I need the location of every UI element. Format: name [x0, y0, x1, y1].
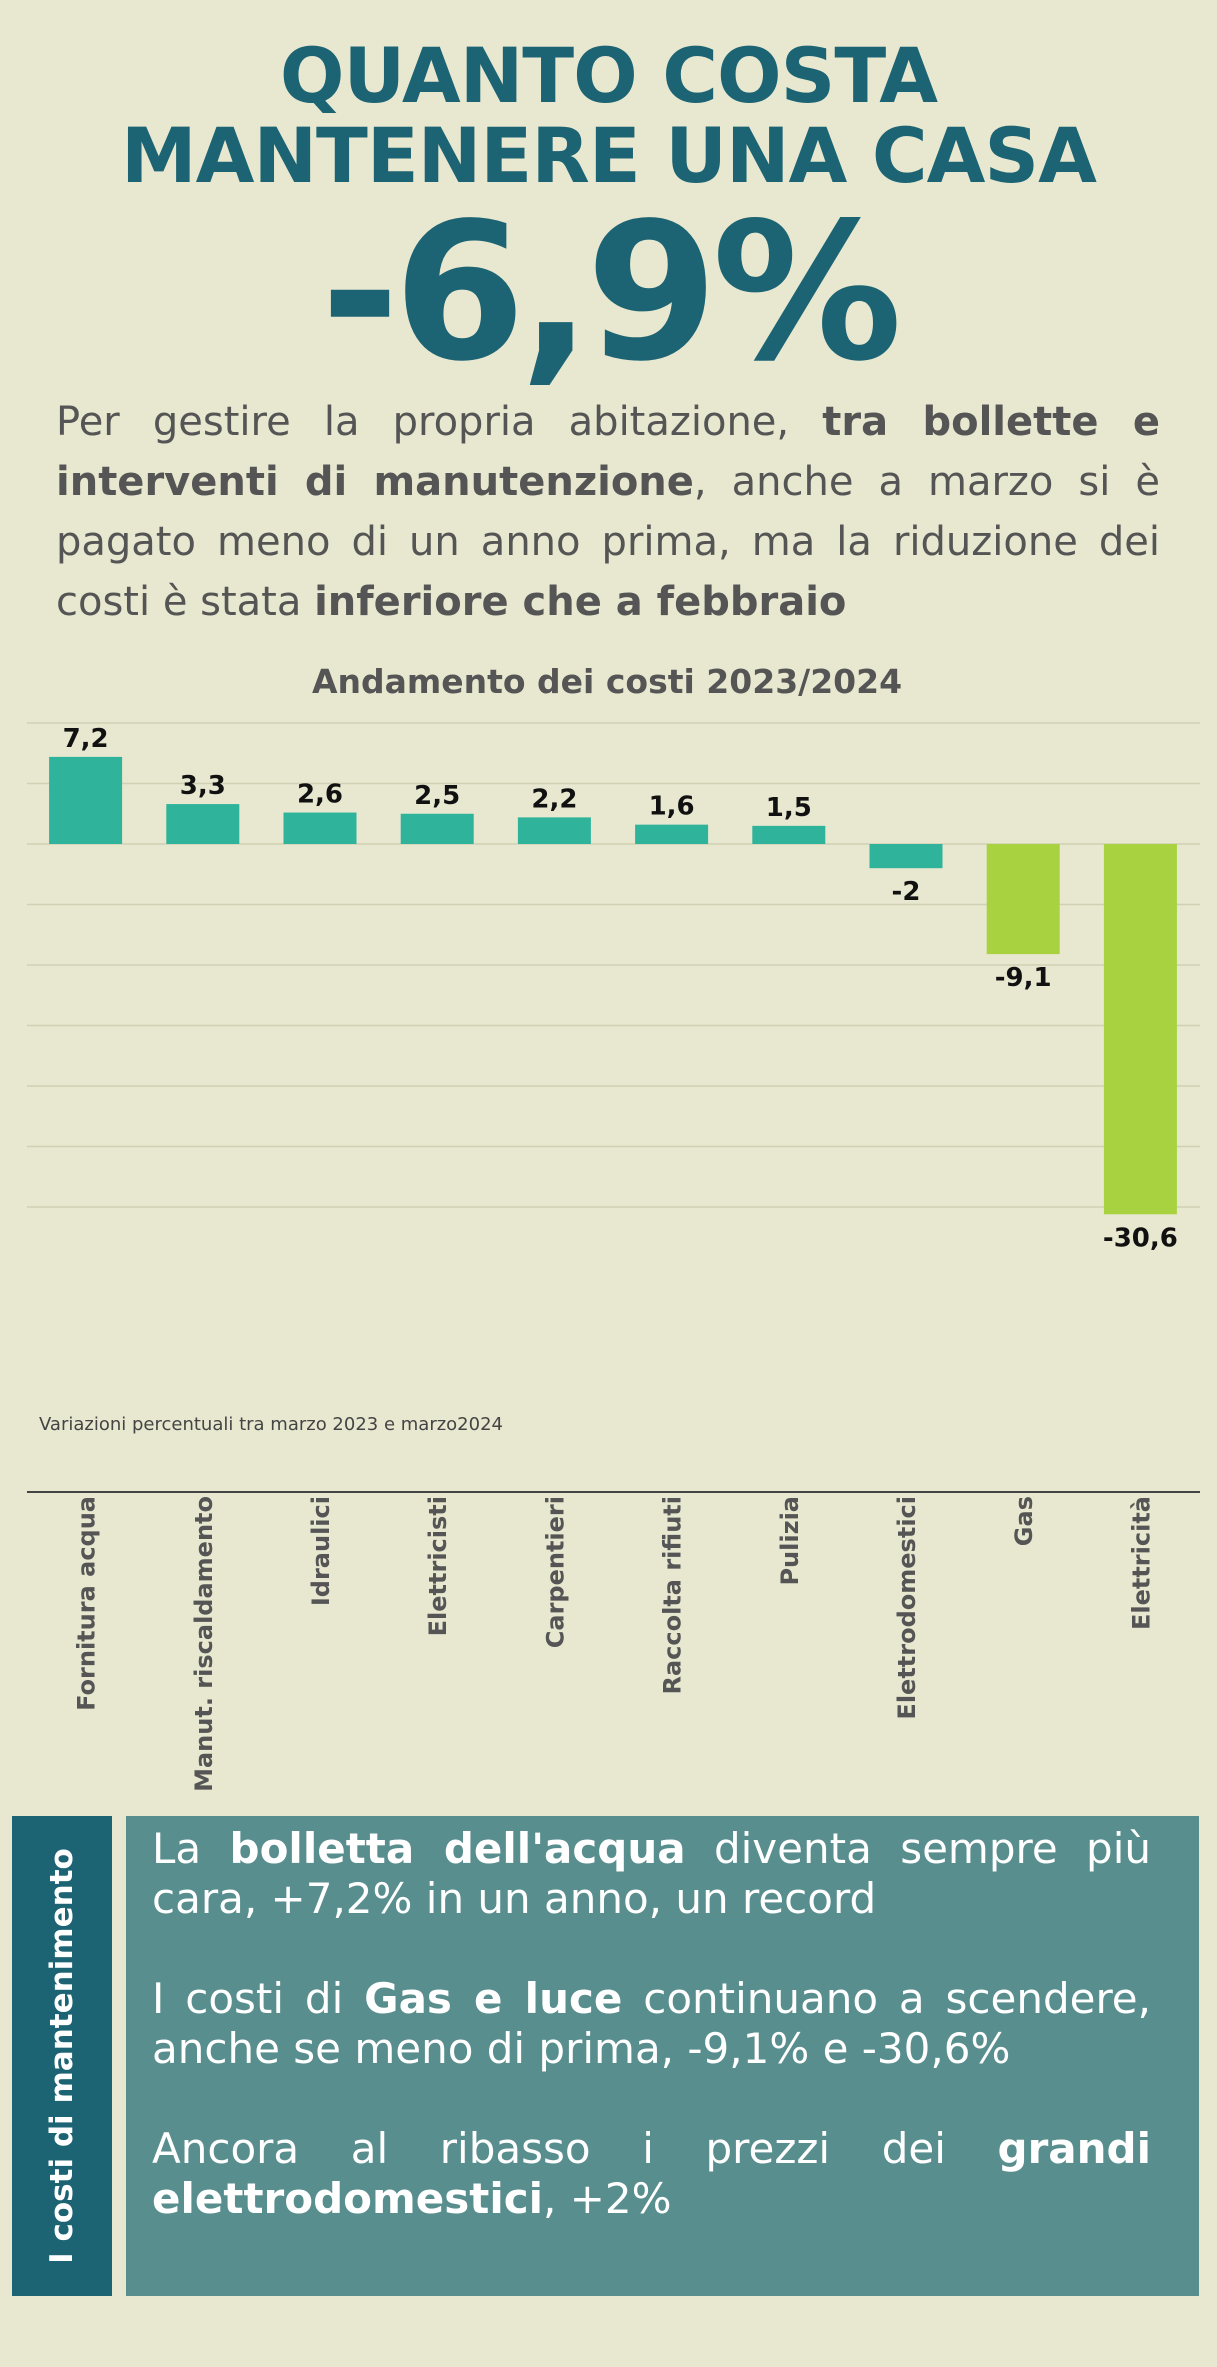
- chart-category-labels: Fornitura acqua Manut. riscaldamento Idrau…: [73, 1496, 1156, 1792]
- side-label-box: I costi di mantenimento: [12, 1816, 112, 2296]
- info-panel: La bolletta dell'acqua diventa sempre pi…: [126, 1816, 1199, 2296]
- category-label-7: Elettrodomestici: [893, 1496, 921, 1720]
- value-label-7: -2: [892, 877, 921, 907]
- bar-3: [400, 813, 474, 844]
- bar-2: [283, 812, 357, 844]
- value-label-6: 1,5: [766, 793, 812, 823]
- panel-paragraph-1: La bolletta dell'acqua diventa sempre pi…: [152, 1824, 1151, 1924]
- value-label-3: 2,5: [414, 781, 460, 811]
- side-label: I costi di mantenimento: [44, 1848, 80, 2264]
- intro-text-2: , anche a marzo si è pagato meno di un a…: [56, 459, 1160, 625]
- category-label-8: Gas: [1010, 1496, 1038, 1546]
- chart-note: Variazioni percentuali tra marzo 2023 e …: [39, 1414, 503, 1435]
- intro-bold-1: tra bollette e interventi di manutenzion…: [56, 399, 1160, 505]
- category-label-6: Pulizia: [776, 1496, 804, 1586]
- p1-text-c: diventa sempre più cara, +7,2% in un ann…: [152, 1824, 1152, 1923]
- page-title: QUANTO COSTA MANTENERE UNA CASA: [0, 36, 1217, 196]
- title-line-2: MANTENERE UNA CASA: [121, 111, 1097, 200]
- category-label-4: Carpentieri: [541, 1496, 569, 1648]
- panel-paragraph-3: Ancora al ribasso i prezzi dei grandi el…: [152, 2124, 1151, 2224]
- panel-paragraph-2: I costi di Gas e luce continuano a scend…: [152, 1974, 1151, 2074]
- bar-chart: Andamento dei costi 2023/2024 7,2 3,3 2,6 2…: [27, 662, 1200, 1792]
- title-line-1: QUANTO COSTA: [279, 31, 938, 120]
- category-label-1: Manut. riscaldamento: [190, 1496, 218, 1792]
- value-label-1: 3,3: [180, 771, 226, 801]
- value-label-2: 2,6: [297, 780, 343, 810]
- chart-bars: [49, 756, 1177, 1215]
- value-label-8: -9,1: [995, 963, 1052, 993]
- bar-8: [986, 844, 1060, 955]
- intro-bold-2: inferiore che a febbraio: [314, 579, 847, 625]
- p1-bold: bolletta dell'acqua: [229, 1824, 686, 1873]
- panel-text: La bolletta dell'acqua diventa sempre pi…: [152, 1824, 1151, 2274]
- intro-text-1: Per gestire la propria abitazione,: [56, 399, 823, 445]
- category-label-0: Fornitura acqua: [73, 1496, 101, 1711]
- bar-9: [1103, 844, 1177, 1215]
- bar-0: [49, 756, 123, 844]
- value-label-9: -30,6: [1103, 1223, 1178, 1253]
- bar-7: [869, 844, 943, 869]
- p2-text-c: continuano a scendere, anche se meno di …: [152, 1974, 1151, 2073]
- headline-value: -6,9%: [320, 182, 903, 403]
- intro-paragraph: Per gestire la propria abitazione, tra b…: [56, 392, 1160, 632]
- chart-title: Andamento dei costi 2023/2024: [312, 662, 902, 701]
- category-label-9: Elettricità: [1127, 1496, 1155, 1630]
- p1-text-a: La: [152, 1824, 230, 1873]
- category-label-5: Raccolta rifiuti: [659, 1496, 687, 1695]
- bar-5: [635, 824, 709, 844]
- p2-bold: Gas e luce: [364, 1974, 623, 2023]
- p3-bold: grandi elettrodomestici: [152, 2124, 1151, 2223]
- category-label-3: Elettricisti: [424, 1496, 452, 1636]
- p3-text-a: Ancora al ribasso i prezzi dei: [152, 2124, 998, 2173]
- p2-text-a: I costi di: [152, 1974, 365, 2023]
- bar-4: [517, 817, 591, 844]
- bar-6: [752, 825, 826, 844]
- category-label-2: Idraulici: [307, 1496, 335, 1606]
- p3-text-c: , +2%: [543, 2174, 672, 2223]
- value-label-4: 2,2: [531, 784, 577, 814]
- chart-value-labels: 7,2 3,3 2,6 2,5 2,2 1,6 1,5 -2 -9,1 -30,6: [63, 724, 1178, 1253]
- value-label-0: 7,2: [63, 724, 109, 754]
- value-label-5: 1,6: [649, 792, 695, 822]
- bar-1: [166, 804, 240, 844]
